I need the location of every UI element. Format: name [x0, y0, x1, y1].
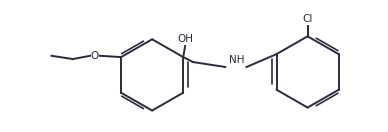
Text: OH: OH	[177, 34, 193, 44]
Text: NH: NH	[229, 55, 244, 65]
Text: O: O	[90, 51, 98, 61]
Text: Cl: Cl	[302, 14, 313, 24]
